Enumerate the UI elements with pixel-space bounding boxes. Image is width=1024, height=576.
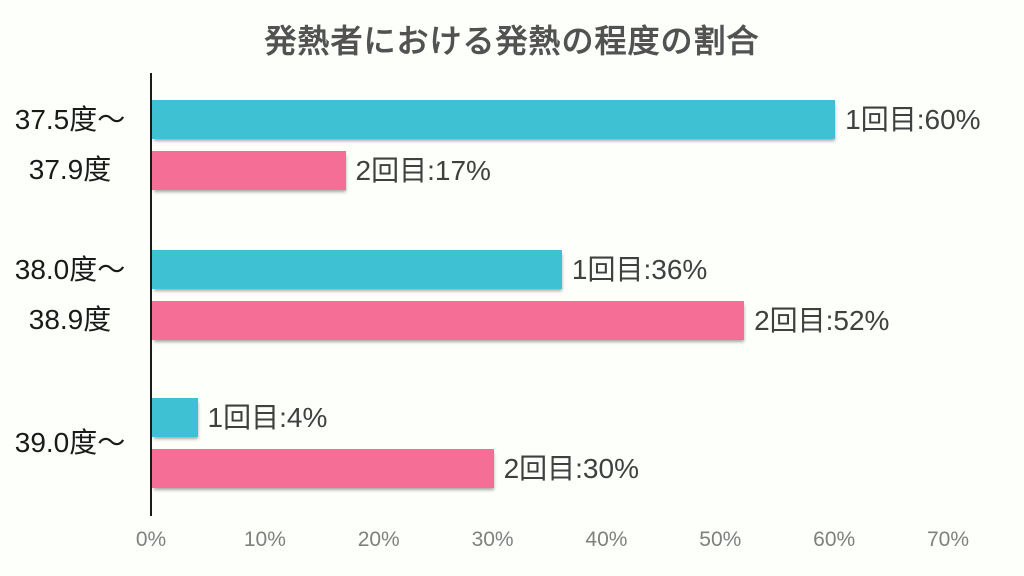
- bar-1回目-series: [152, 250, 562, 289]
- y-axis-line: [150, 73, 152, 516]
- x-axis-tick-label: 10%: [243, 528, 286, 551]
- bar-2回目-series: [152, 151, 346, 190]
- category-label: 39.0度〜: [0, 418, 140, 468]
- bar-value-label: 1回目:60%: [845, 104, 981, 135]
- x-axis-tick-label: 60%: [813, 528, 856, 551]
- x-axis-tick-label: 20%: [357, 528, 400, 551]
- bar-2回目-series: [152, 301, 745, 340]
- category-label-line: 39.0度〜: [14, 427, 126, 458]
- bar-value-label: 2回目:30%: [503, 453, 639, 484]
- category-label-line: 37.9度: [28, 154, 112, 185]
- x-axis-tick-label: 30%: [471, 528, 514, 551]
- chart-title: 発熱者における発熱の程度の割合: [264, 23, 760, 59]
- category-label: 38.0度〜 38.9度: [0, 245, 140, 345]
- x-axis-tick-label: 0%: [135, 528, 167, 551]
- x-axis-tick-label: 70%: [927, 528, 970, 551]
- bar-value-label: 2回目:17%: [355, 155, 491, 186]
- bar-value-label: 1回目:4%: [207, 402, 328, 433]
- category-label-line: 37.5度〜: [14, 104, 126, 135]
- bar-value-label: 2回目:52%: [754, 305, 890, 336]
- bar-1回目-series: [152, 398, 198, 437]
- bar-value-label: 1回目:36%: [571, 254, 708, 285]
- category-label: 37.5度〜 37.9度: [0, 95, 140, 195]
- category-label-line: 38.9度: [28, 304, 112, 335]
- bar-1回目-series: [152, 100, 836, 139]
- x-axis-tick-label: 50%: [699, 528, 742, 551]
- x-axis-tick-label: 40%: [585, 528, 628, 551]
- bar-2回目-series: [152, 449, 494, 488]
- category-label-line: 38.0度〜: [14, 254, 126, 285]
